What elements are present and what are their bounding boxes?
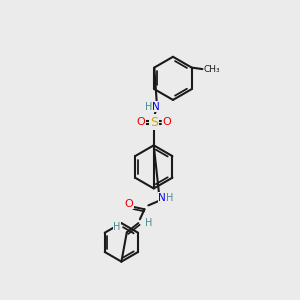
Text: CH₃: CH₃ [203, 64, 220, 74]
Text: H: H [166, 193, 174, 203]
Text: N: N [158, 193, 166, 203]
Text: O: O [125, 199, 134, 209]
Text: H: H [113, 222, 121, 232]
Text: H: H [145, 218, 152, 228]
Text: O: O [136, 117, 145, 127]
Text: H: H [146, 102, 153, 112]
Text: O: O [163, 117, 171, 127]
Text: S: S [150, 116, 158, 129]
Text: N: N [152, 102, 160, 112]
